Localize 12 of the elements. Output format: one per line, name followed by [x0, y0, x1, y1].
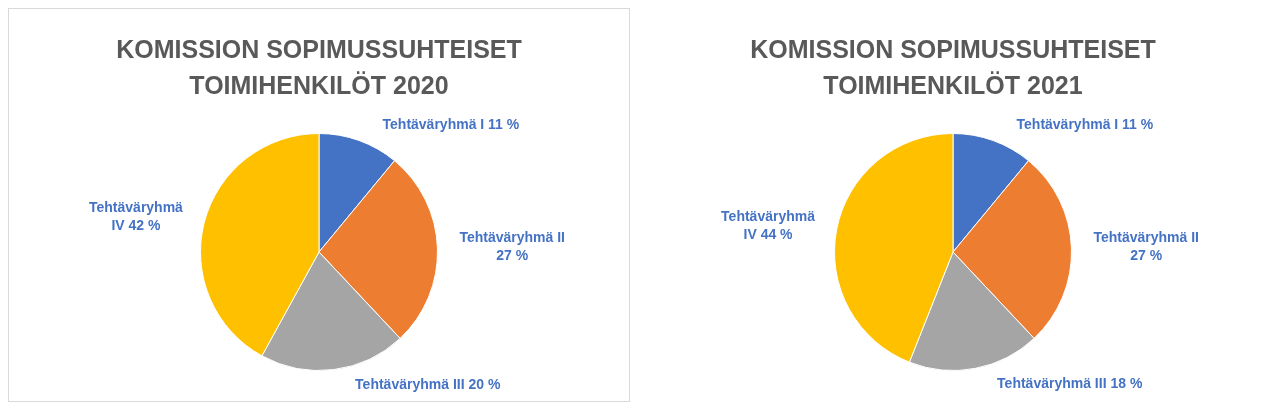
data-label: 27 % — [1130, 247, 1163, 264]
slice-label: Tehtäväryhmä II — [1093, 229, 1199, 246]
slice-label: Tehtäväryhmä III 18 % — [997, 374, 1143, 391]
slice-label: Tehtäväryhmä I 11 % — [1016, 116, 1154, 133]
slice-label: Tehtäväryhmä IV 44 % — [721, 207, 816, 242]
slice-label: Tehtäväryhmä II — [459, 229, 565, 246]
data-label: 27 % — [496, 247, 529, 264]
slice-label: Tehtäväryhmä I 11 % — [382, 116, 520, 133]
chart-title: KOMISSION SOPIMUSSUHTEISET TOIMIHENKILÖT 2020 — [115, 34, 523, 101]
chart-title: KOMISSION SOPIMUSSUHTEISET TOIMIHENKILÖT 2021 — [749, 34, 1157, 101]
slice-label: Tehtäväryhmä IV 42 % — [89, 198, 184, 233]
slice-label: Tehtäväryhmä III 20 % — [355, 376, 501, 393]
